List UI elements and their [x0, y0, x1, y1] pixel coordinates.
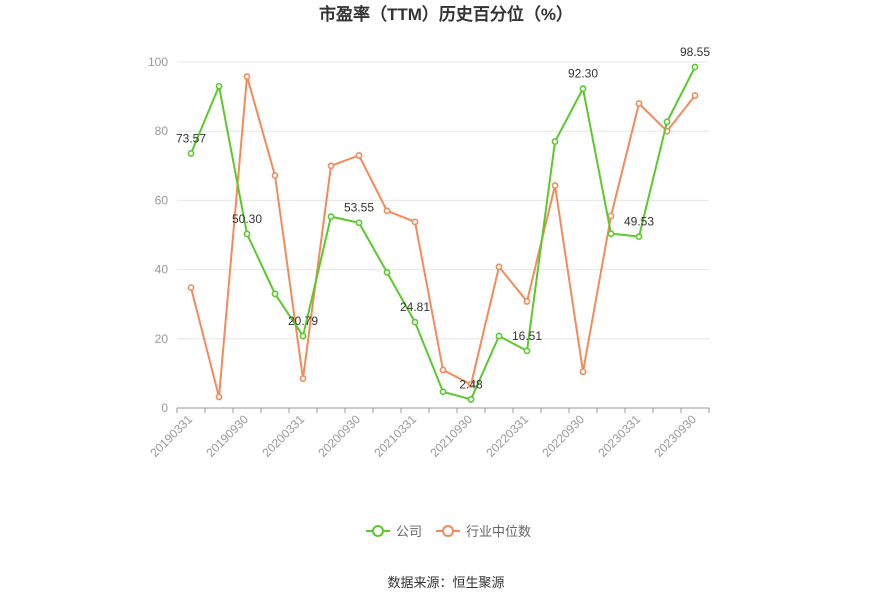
series-0-point-2 [243, 230, 251, 238]
series-0-point-1 [215, 82, 223, 90]
data-label-12: 16.51 [512, 329, 542, 343]
series-0-point-12 [523, 347, 531, 355]
series-1-point-1 [215, 393, 223, 401]
series-1-point-9 [439, 366, 447, 374]
data-label-18: 98.55 [680, 45, 710, 59]
legend-marker-0 [372, 525, 384, 537]
series-1 [187, 73, 699, 401]
series-1-point-7 [383, 207, 391, 215]
series-1-point-8 [411, 218, 419, 226]
series-1-point-2 [243, 73, 251, 80]
data-label-8: 24.81 [400, 300, 430, 314]
data-label-4: 20.79 [288, 314, 318, 328]
series-0 [187, 63, 699, 403]
series-0-point-9 [439, 388, 447, 396]
legend-label-1: 行业中位数 [466, 524, 531, 539]
series-1-point-15 [607, 212, 615, 220]
series-1-point-3 [271, 172, 279, 179]
x-tick-label-2: 20200331 [259, 412, 307, 460]
series-1-point-0 [187, 284, 195, 291]
data-label-16: 49.53 [624, 215, 654, 229]
data-label-14: 92.30 [568, 67, 598, 81]
series-0-point-6 [355, 219, 363, 227]
series-0-point-17 [663, 118, 671, 126]
y-axis: 0 20 40 60 80 100 [148, 55, 168, 415]
series-0-point-5 [327, 213, 335, 221]
series-0-point-0 [187, 150, 195, 157]
grid [177, 61, 709, 340]
series-1-point-4 [299, 375, 307, 382]
x-tick-label-3: 20200930 [315, 412, 363, 460]
legend-label-0: 公司 [396, 524, 422, 539]
series-1-point-18 [691, 92, 699, 99]
series-1-point-12 [523, 298, 531, 305]
y-tick-label-2: 40 [155, 263, 169, 277]
data-label-2: 50.30 [232, 212, 262, 226]
y-tick-label-1: 20 [155, 332, 169, 346]
series-1-point-6 [355, 152, 363, 159]
series-0-point-15 [607, 230, 615, 238]
data-label-10: 2.48 [459, 377, 483, 391]
source-note: 数据来源：恒生聚源 [387, 575, 504, 590]
data-labels: 73.57 50.30 20.79 53.55 24.81 2.48 16.51 92.30 4… [176, 45, 710, 391]
series-1-point-16 [635, 100, 643, 107]
series-0-point-8 [411, 318, 419, 326]
series-1-point-13 [551, 182, 559, 189]
x-tick-label-9: 20230930 [651, 412, 699, 460]
y-tick-label-4: 80 [155, 124, 169, 138]
series-0-point-11 [495, 332, 503, 340]
series-1-point-14 [579, 368, 587, 376]
series-0-point-10 [467, 396, 475, 403]
series-0-point-4 [299, 332, 307, 340]
series-0-point-7 [383, 268, 391, 276]
series-1-point-11 [495, 263, 503, 271]
series-line-1 [190, 75, 696, 398]
series-0-point-3 [271, 290, 279, 298]
y-tick-label-5: 100 [148, 55, 168, 69]
series-0-point-18 [691, 63, 699, 71]
data-label-6: 53.55 [344, 201, 374, 215]
series-layer [187, 63, 699, 403]
legend-marker-1 [442, 525, 454, 537]
chart-title: 市盈率（TTM）历史百分位（%） [319, 4, 573, 24]
series-0-point-13 [551, 138, 559, 145]
data-label-0: 73.57 [176, 131, 206, 145]
series-1-point-5 [327, 162, 335, 170]
x-tick-label-8: 20230331 [595, 412, 643, 460]
series-0-point-16 [635, 233, 643, 241]
x-tick-label-5: 20210930 [427, 412, 475, 460]
legend[interactable]: 公司 行业中位数 [366, 524, 531, 539]
x-tick-label-7: 20220930 [539, 412, 587, 460]
series-line-0 [190, 66, 696, 401]
y-tick-label-0: 0 [161, 401, 168, 415]
x-tick-label-6: 20220331 [483, 412, 531, 460]
y-tick-label-3: 60 [155, 193, 169, 207]
series-0-point-14 [579, 85, 587, 93]
series-1-point-10 [467, 381, 475, 388]
x-axis: 20190331 20190930 20200331 20200930 20210331… [147, 407, 710, 460]
x-tick-label-0: 20190331 [147, 412, 195, 460]
legend-item-0[interactable]: 公司 [366, 524, 422, 539]
x-tick-label-1: 20190930 [203, 412, 251, 460]
x-tick-label-4: 20210331 [371, 412, 419, 460]
legend-item-1[interactable]: 行业中位数 [436, 524, 531, 539]
